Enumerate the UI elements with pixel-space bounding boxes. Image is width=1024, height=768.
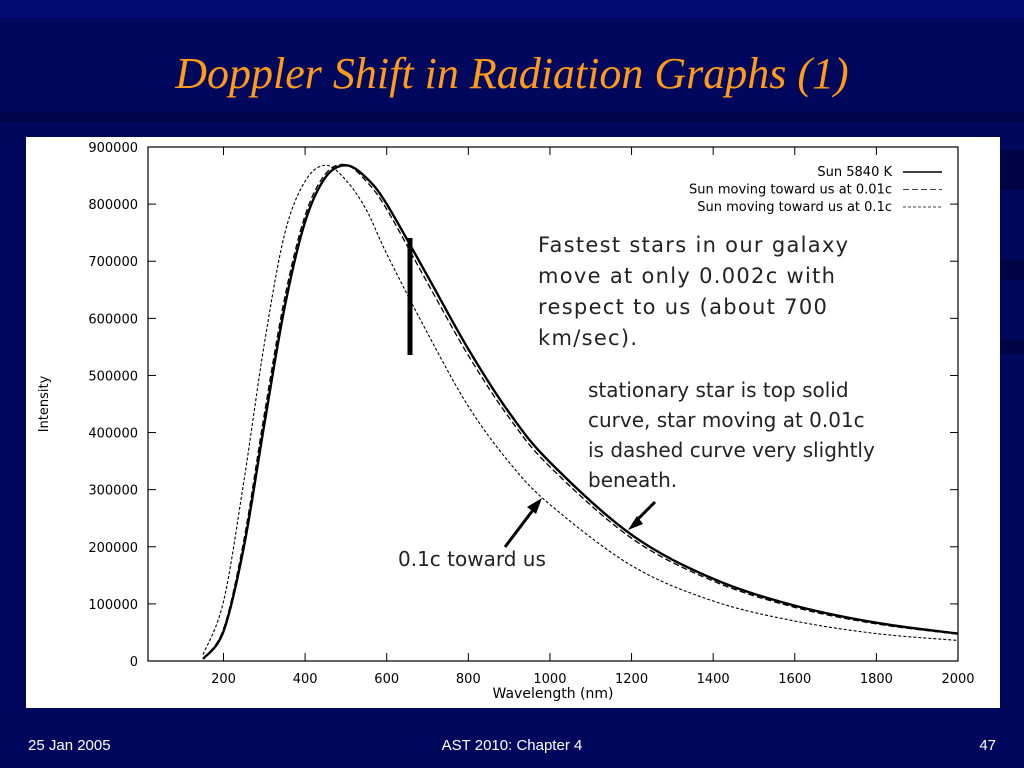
x-tick-label: 200 <box>211 672 236 687</box>
annotation-text: stationary star is top solid <box>588 378 849 402</box>
y-tick-label: 0 <box>130 655 138 670</box>
annotation-text: Fastest stars in our galaxy <box>538 233 849 257</box>
data-line <box>202 163 959 660</box>
x-axis-label: Wavelength (nm) <box>493 686 614 702</box>
x-tick-label: 1200 <box>615 672 648 687</box>
arrow-head <box>527 498 542 514</box>
stripe <box>0 112 1024 122</box>
arrow-head <box>628 516 643 530</box>
data-line <box>202 164 959 655</box>
x-tick-label: 600 <box>374 672 399 687</box>
legend-label: Sun 5840 K <box>817 165 892 180</box>
footer-date: 25 Jan 2005 <box>28 737 111 754</box>
y-tick-label: 200000 <box>88 541 138 556</box>
legend-label: Sun moving toward us at 0.1c <box>697 200 892 215</box>
x-tick-label: 1000 <box>533 672 566 687</box>
y-tick-label: 900000 <box>88 141 138 156</box>
arrow <box>503 505 538 548</box>
y-tick-label: 700000 <box>88 255 138 270</box>
annotation-text: respect to us (about 700 <box>538 295 828 319</box>
y-tick-label: 400000 <box>88 427 138 442</box>
x-tick-label: 1400 <box>697 672 730 687</box>
x-tick-label: 1600 <box>778 672 811 687</box>
annotation-text: beneath. <box>588 468 677 492</box>
annotation-text: 0.1c toward us <box>398 547 546 571</box>
plot-frame <box>147 146 959 662</box>
y-axis-label: Intensity <box>37 375 52 432</box>
annotation-text: curve, star moving at 0.01c <box>588 408 865 432</box>
x-tick-label: 400 <box>293 672 318 687</box>
annotation-text: km/sec). <box>538 326 638 350</box>
x-tick-label: 2000 <box>941 672 974 687</box>
annotation-text: move at only 0.002c with <box>538 264 836 288</box>
annotation-text: is dashed curve very slightly <box>588 438 875 462</box>
y-tick-label: 600000 <box>88 312 138 327</box>
y-tick-label: 500000 <box>88 369 138 384</box>
x-tick-label: 800 <box>456 672 481 687</box>
y-tick-label: 100000 <box>88 598 138 613</box>
annotations <box>407 238 657 548</box>
stripe <box>0 0 1024 18</box>
data-line <box>202 164 959 660</box>
plot-area: 0 100000 200000 300000 400000 500000 600000 700… <box>88 141 974 687</box>
x-tick-label: 1800 <box>860 672 893 687</box>
y-tick-label: 300000 <box>88 484 138 499</box>
footer-course: AST 2010: Chapter 4 <box>442 737 583 754</box>
footer-page: 47 <box>979 737 996 754</box>
slide-title: Doppler Shift in Radiation Graphs (1) <box>174 49 848 98</box>
legend-label: Sun moving toward us at 0.01c <box>689 183 892 198</box>
y-tick-label: 800000 <box>88 198 138 213</box>
